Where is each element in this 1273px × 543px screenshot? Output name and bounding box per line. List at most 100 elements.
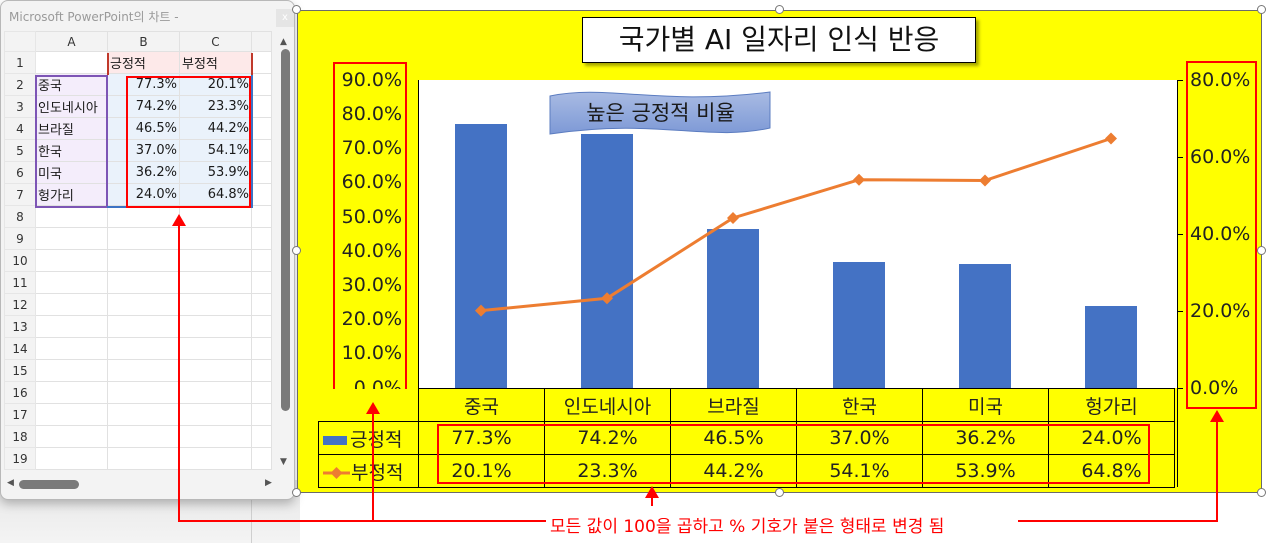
- empty-cell[interactable]: [107, 271, 180, 294]
- empty-cell[interactable]: [35, 359, 108, 382]
- bar-positive-brazil[interactable]: [707, 229, 759, 388]
- empty-cell[interactable]: [35, 337, 108, 360]
- cell-c4[interactable]: 44.2%: [179, 117, 252, 140]
- row-header[interactable]: 2: [4, 73, 36, 96]
- cell-d7[interactable]: [251, 183, 272, 206]
- empty-cell[interactable]: [251, 425, 272, 448]
- scroll-down-icon[interactable]: ▼: [280, 457, 287, 467]
- empty-cell[interactable]: [35, 227, 108, 250]
- row-header[interactable]: 14: [4, 337, 36, 360]
- wave-banner-shape[interactable]: [548, 88, 773, 138]
- empty-cell[interactable]: [107, 315, 180, 338]
- cell-c1[interactable]: 부정적: [179, 51, 252, 74]
- scroll-up-icon[interactable]: ▲: [280, 37, 287, 47]
- bar-positive-korea[interactable]: [833, 262, 885, 388]
- resize-handle-se[interactable]: [1257, 488, 1266, 497]
- empty-cell[interactable]: [35, 271, 108, 294]
- scroll-right-icon[interactable]: ▶: [265, 478, 272, 488]
- empty-cell[interactable]: [251, 359, 272, 382]
- empty-cell[interactable]: [251, 227, 272, 250]
- empty-cell[interactable]: [179, 403, 252, 426]
- row-header[interactable]: 17: [4, 403, 36, 426]
- bar-positive-hungary[interactable]: [1085, 306, 1137, 388]
- cell-b1[interactable]: 긍정적: [107, 51, 180, 74]
- vertical-scrollbar-thumb[interactable]: [281, 49, 290, 411]
- cell-b6[interactable]: 36.2%: [107, 161, 180, 184]
- empty-cell[interactable]: [251, 315, 272, 338]
- cell-a2[interactable]: 중국: [35, 73, 108, 96]
- empty-cell[interactable]: [251, 271, 272, 294]
- row-header[interactable]: 13: [4, 315, 36, 338]
- cell-a3[interactable]: 인도네시아: [35, 95, 108, 118]
- cell-a1[interactable]: [35, 51, 108, 74]
- empty-cell[interactable]: [179, 271, 252, 294]
- empty-cell[interactable]: [35, 315, 108, 338]
- empty-cell[interactable]: [179, 337, 252, 360]
- bar-positive-usa[interactable]: [959, 264, 1011, 388]
- empty-cell[interactable]: [179, 227, 252, 250]
- cell-b2[interactable]: 77.3%: [107, 73, 180, 96]
- cell-b4[interactable]: 46.5%: [107, 117, 180, 140]
- legend-negative[interactable]: 부정적: [318, 454, 419, 488]
- cell-d6[interactable]: [251, 161, 272, 184]
- empty-cell[interactable]: [107, 425, 180, 448]
- cell-d3[interactable]: [251, 95, 272, 118]
- select-all-corner[interactable]: [4, 31, 36, 52]
- row-header[interactable]: 10: [4, 249, 36, 272]
- cell-b7[interactable]: 24.0%: [107, 183, 180, 206]
- empty-cell[interactable]: [251, 293, 272, 316]
- column-header-c[interactable]: C: [179, 31, 252, 52]
- empty-cell[interactable]: [179, 425, 252, 448]
- row-header[interactable]: 5: [4, 139, 36, 162]
- empty-cell[interactable]: [107, 205, 180, 228]
- empty-cell[interactable]: [179, 381, 252, 404]
- column-header-d[interactable]: [251, 31, 272, 52]
- resize-handle-s[interactable]: [775, 488, 784, 497]
- empty-cell[interactable]: [35, 381, 108, 404]
- resize-handle-sw[interactable]: [292, 488, 301, 497]
- empty-cell[interactable]: [179, 293, 252, 316]
- resize-handle-n[interactable]: [775, 5, 784, 14]
- empty-cell[interactable]: [251, 447, 272, 470]
- empty-cell[interactable]: [107, 447, 180, 470]
- empty-cell[interactable]: [251, 381, 272, 404]
- cell-b3[interactable]: 74.2%: [107, 95, 180, 118]
- empty-cell[interactable]: [179, 447, 252, 470]
- row-header[interactable]: 6: [4, 161, 36, 184]
- legend-positive[interactable]: 긍정적: [318, 421, 419, 455]
- empty-cell[interactable]: [107, 249, 180, 272]
- empty-cell[interactable]: [107, 293, 180, 316]
- empty-cell[interactable]: [107, 403, 180, 426]
- empty-cell[interactable]: [107, 227, 180, 250]
- cell-c7[interactable]: 64.8%: [179, 183, 252, 206]
- cell-d5[interactable]: [251, 139, 272, 162]
- row-header[interactable]: 4: [4, 117, 36, 140]
- row-header[interactable]: 15: [4, 359, 36, 382]
- cell-d4[interactable]: [251, 117, 272, 140]
- empty-cell[interactable]: [107, 337, 180, 360]
- empty-cell[interactable]: [35, 249, 108, 272]
- row-header[interactable]: 8: [4, 205, 36, 228]
- close-button[interactable]: x: [276, 9, 294, 27]
- plot-area[interactable]: [418, 80, 1178, 388]
- bar-positive-indonesia[interactable]: [581, 134, 633, 388]
- row-header[interactable]: 16: [4, 381, 36, 404]
- scroll-left-icon[interactable]: ◀: [7, 478, 14, 488]
- column-header-b[interactable]: B: [107, 31, 180, 52]
- empty-cell[interactable]: [251, 403, 272, 426]
- bar-positive-china[interactable]: [455, 124, 507, 388]
- cell-d1[interactable]: [251, 51, 272, 74]
- row-header[interactable]: 12: [4, 293, 36, 316]
- resize-handle-w[interactable]: [292, 246, 301, 255]
- negative-line-series[interactable]: [418, 80, 1178, 388]
- empty-cell[interactable]: [35, 447, 108, 470]
- row-header[interactable]: 7: [4, 183, 36, 206]
- resize-handle-ne[interactable]: [1257, 5, 1266, 14]
- empty-cell[interactable]: [107, 381, 180, 404]
- row-header[interactable]: 3: [4, 95, 36, 118]
- row-header[interactable]: 18: [4, 425, 36, 448]
- empty-cell[interactable]: [35, 205, 108, 228]
- cell-c6[interactable]: 53.9%: [179, 161, 252, 184]
- resize-handle-nw[interactable]: [292, 5, 301, 14]
- row-header[interactable]: 9: [4, 227, 36, 250]
